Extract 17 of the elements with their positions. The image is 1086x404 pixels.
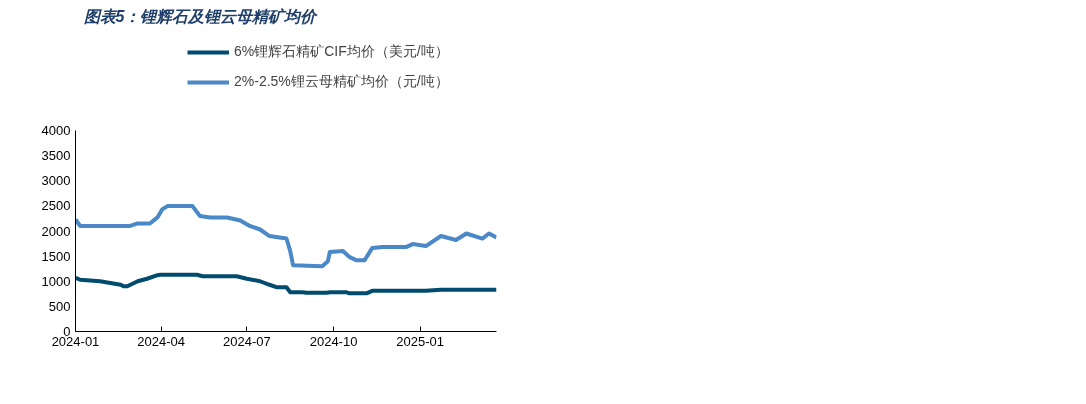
x-tick-label: 2024-10 (309, 333, 358, 349)
y-tick-label: 4000 (41, 123, 71, 138)
x-tick-label: 2024-04 (137, 333, 186, 349)
x-tick-label: 2024-07 (223, 333, 271, 349)
x-tick-label: 2025-01 (396, 333, 445, 349)
legend-label: 6%锂辉石精矿CIF均价（美元/吨） (234, 43, 449, 61)
y-tick-label: 3500 (41, 148, 71, 164)
legend-label: 2%-2.5%锂云母精矿均价（元/吨） (234, 73, 449, 91)
y-tick-label: 1000 (41, 273, 71, 289)
chart-title: 图表5：锂辉石及锂云母精矿均价 (83, 7, 319, 25)
y-tick-label: 500 (48, 298, 71, 314)
y-tick-label: 2000 (41, 223, 71, 239)
line-series (75, 203, 497, 269)
line-series (75, 272, 497, 296)
y-tick-label: 1500 (41, 248, 71, 264)
y-tick-label: 2500 (41, 198, 71, 214)
y-tick-label: 3000 (41, 173, 71, 189)
